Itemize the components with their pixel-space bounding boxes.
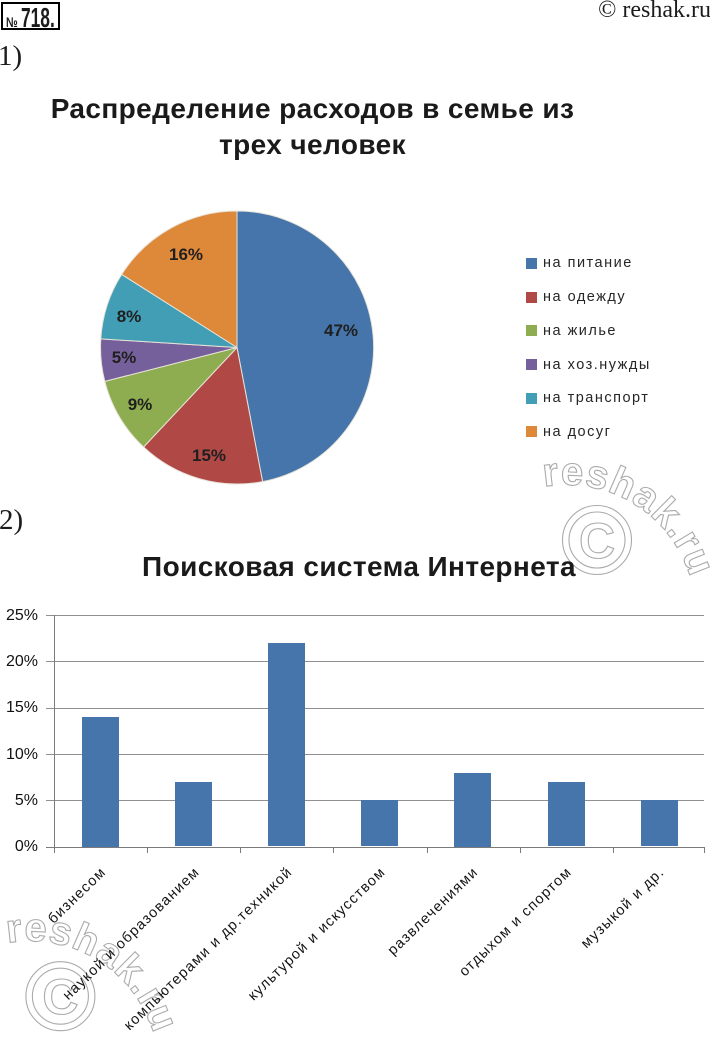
svg-text:C: C [579,513,615,569]
svg-text:15%: 15% [192,446,226,465]
svg-text:C: C [42,969,78,1025]
svg-text:5%: 5% [112,348,137,367]
svg-text:16%: 16% [169,245,203,264]
svg-text:47%: 47% [324,321,358,340]
svg-text:8%: 8% [117,307,142,326]
svg-text:9%: 9% [128,395,153,414]
